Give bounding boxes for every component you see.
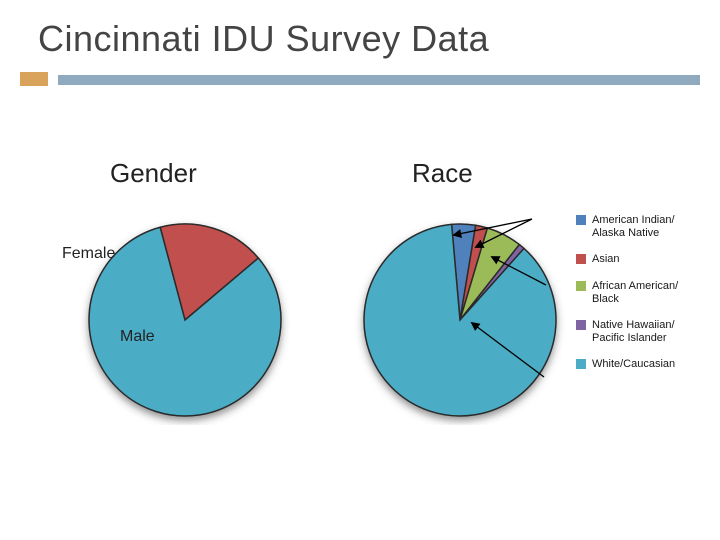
rule-bar <box>58 75 700 85</box>
title-rule <box>20 72 700 86</box>
legend-label: Asian <box>592 253 716 266</box>
legend-item: White/Caucasian <box>576 358 716 371</box>
legend-item: Asian <box>576 253 716 266</box>
legend-item: American Indian/Alaska Native <box>576 214 716 239</box>
legend-label: American Indian/Alaska Native <box>592 214 716 239</box>
male-slice-label: Male <box>120 328 155 346</box>
legend-label: Native Hawaiian/Pacific Islander <box>592 319 716 344</box>
gender-subtitle: Gender <box>110 158 197 189</box>
female-slice-label: Female <box>62 245 115 263</box>
race-subtitle: Race <box>412 158 473 189</box>
legend-swatch <box>576 254 586 264</box>
page-title: Cincinnati IDU Survey Data <box>38 18 489 60</box>
legend-label: White/Caucasian <box>592 358 716 371</box>
legend-swatch <box>576 359 586 369</box>
legend-item: African American/Black <box>576 280 716 305</box>
legend-label: African American/Black <box>592 280 716 305</box>
legend-swatch <box>576 281 586 291</box>
legend-swatch <box>576 215 586 225</box>
rule-accent-block <box>20 72 48 86</box>
race-legend: American Indian/Alaska Native Asian Africa… <box>576 214 716 385</box>
race-pie-chart <box>350 215 570 425</box>
legend-item: Native Hawaiian/Pacific Islander <box>576 319 716 344</box>
legend-swatch <box>576 320 586 330</box>
